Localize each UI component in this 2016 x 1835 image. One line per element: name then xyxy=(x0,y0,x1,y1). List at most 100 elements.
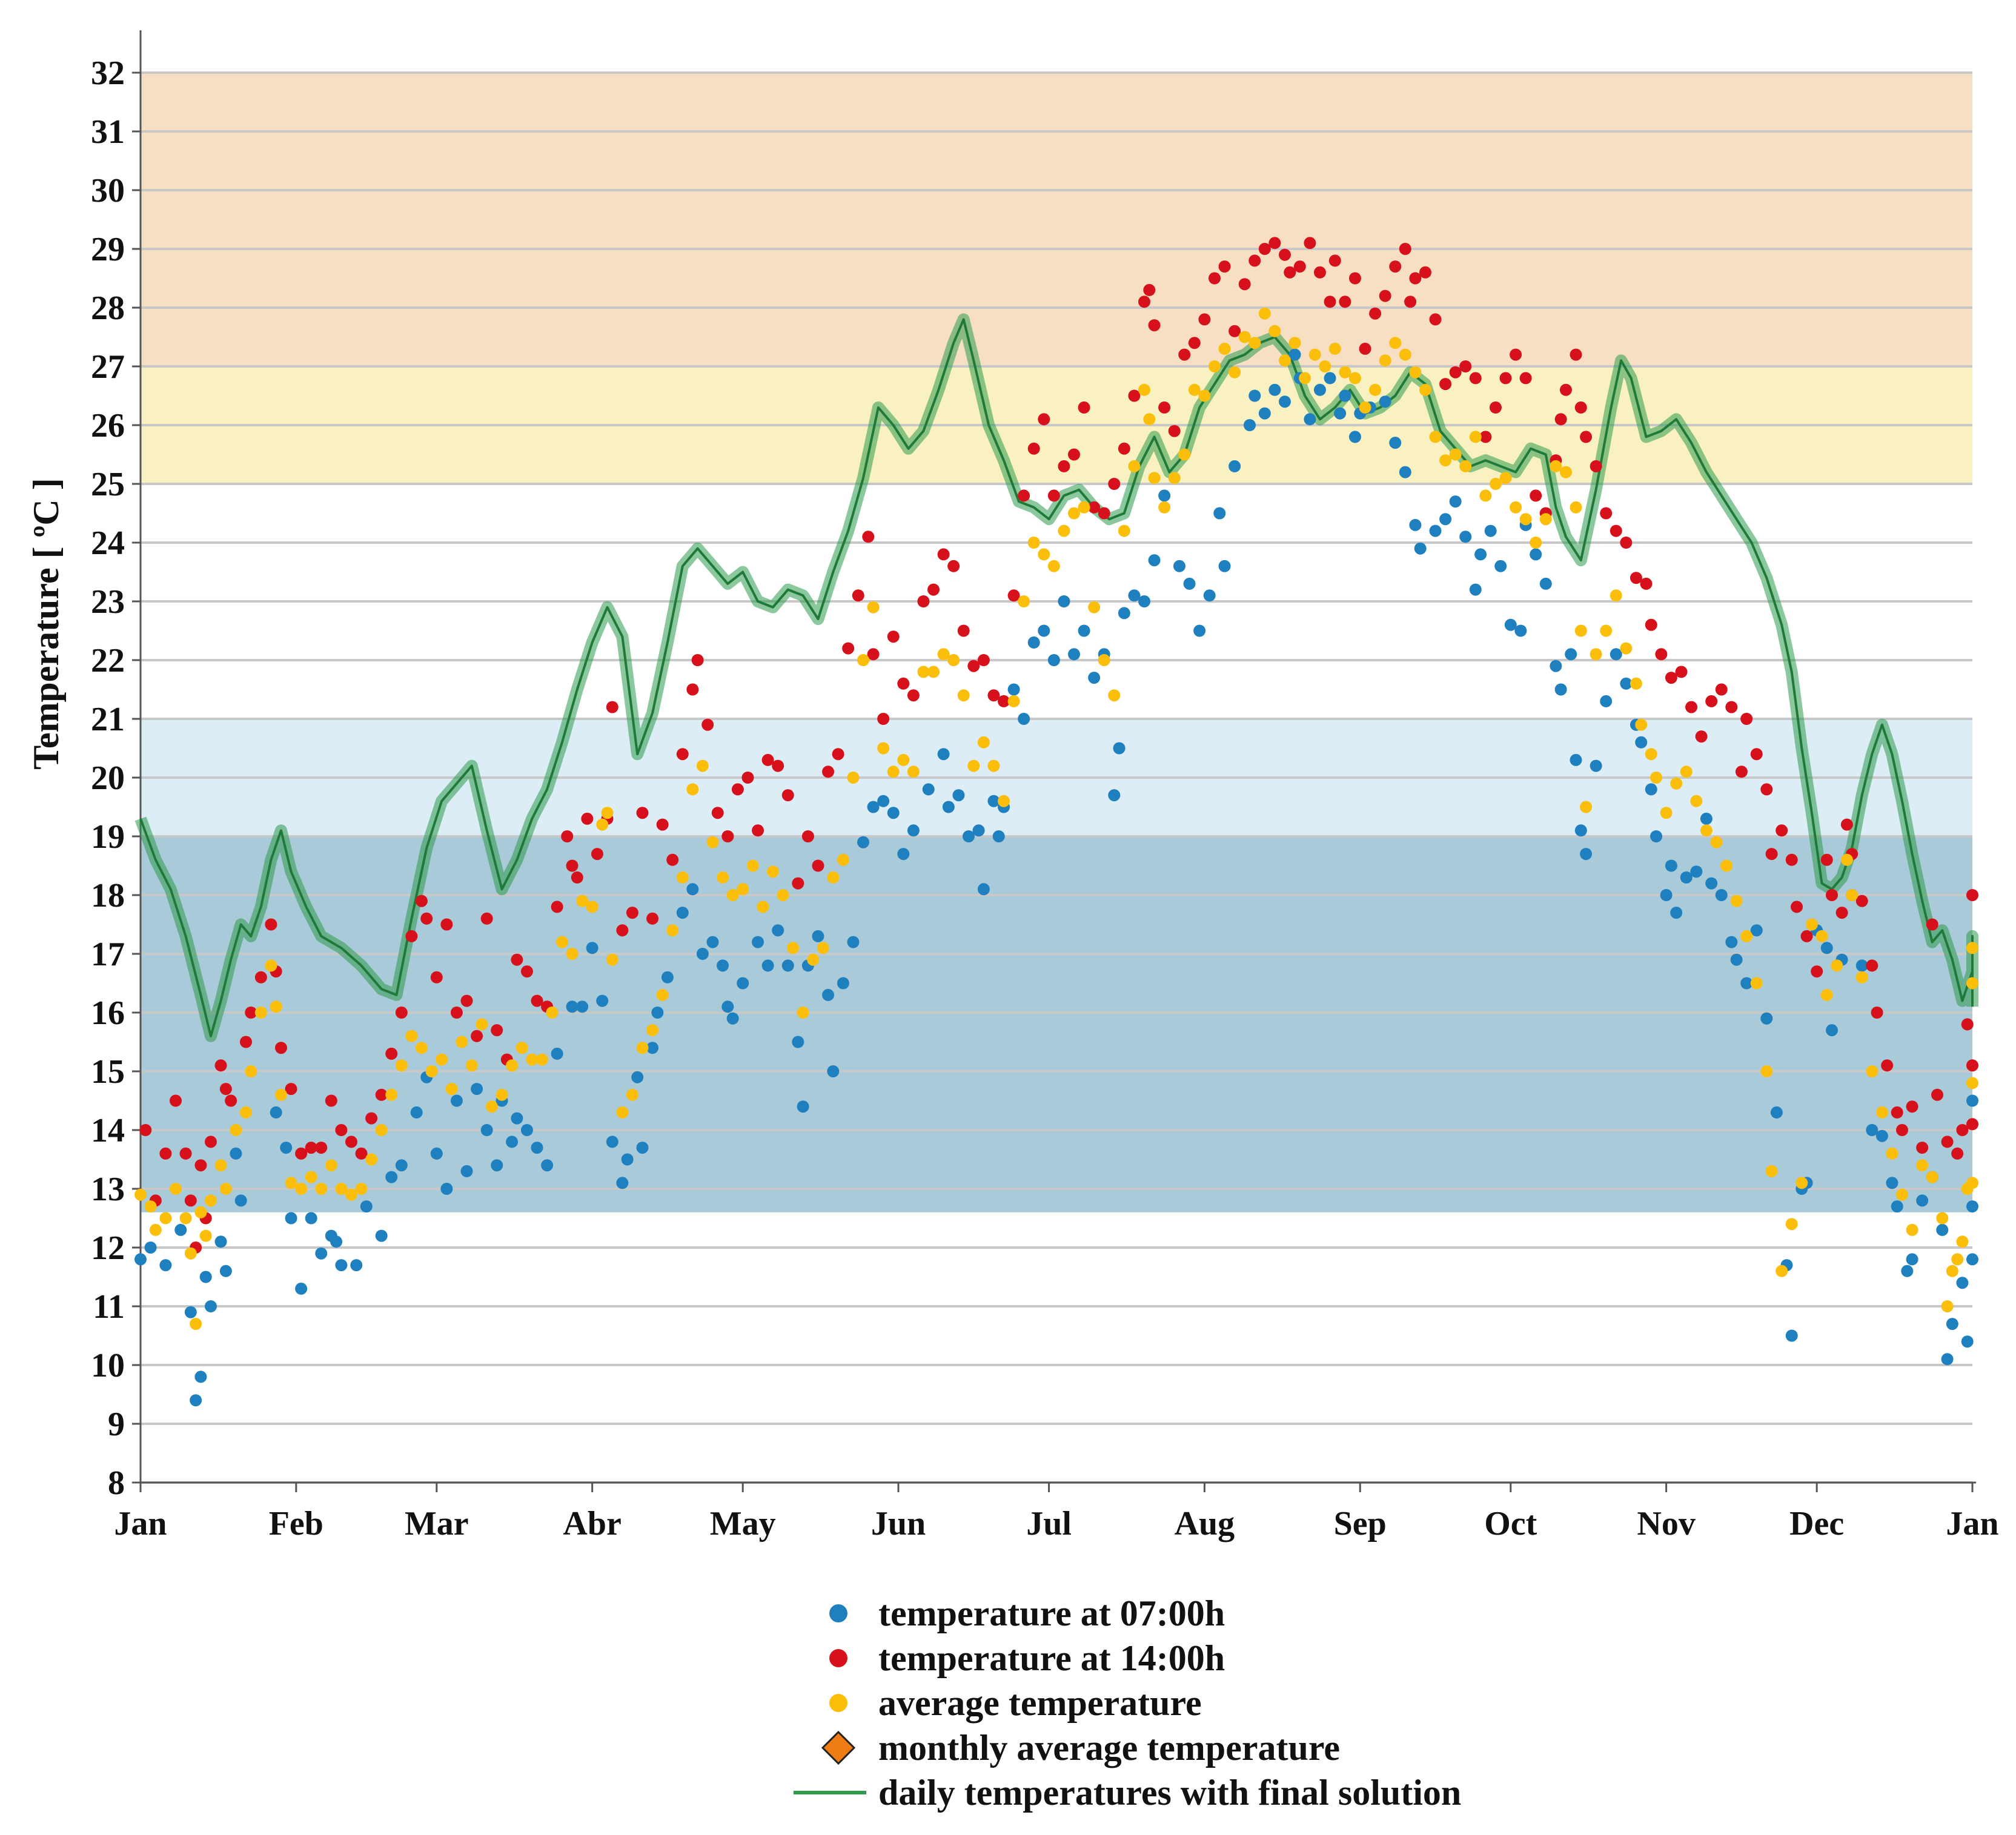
x-tick-label: Jun xyxy=(871,1505,926,1542)
point-temperature-at-07-00h xyxy=(440,1183,453,1195)
point-temperature-at-14-00h xyxy=(1304,237,1316,250)
point-temperature-at-07-00h xyxy=(942,801,955,813)
point-average-temperature xyxy=(285,1177,297,1189)
y-tick-label: 14 xyxy=(91,1112,125,1149)
point-temperature-at-14-00h xyxy=(1735,765,1748,778)
point-temperature-at-07-00h xyxy=(1218,560,1231,572)
point-average-temperature xyxy=(947,654,960,666)
legend-marker xyxy=(829,1649,847,1667)
point-average-temperature xyxy=(456,1036,468,1048)
point-temperature-at-14-00h xyxy=(460,994,473,1007)
point-average-temperature xyxy=(159,1212,172,1225)
point-temperature-at-14-00h xyxy=(1871,1007,1883,1019)
point-temperature-at-07-00h xyxy=(1088,672,1101,684)
point-average-temperature xyxy=(476,1018,488,1031)
point-temperature-at-07-00h xyxy=(1067,648,1080,661)
y-tick-label: 27 xyxy=(91,348,125,386)
point-temperature-at-14-00h xyxy=(731,783,744,796)
point-temperature-at-07-00h xyxy=(1635,736,1648,749)
point-average-temperature xyxy=(1740,930,1753,942)
point-temperature-at-07-00h xyxy=(511,1112,523,1125)
point-temperature-at-14-00h xyxy=(867,648,880,661)
point-average-temperature xyxy=(967,759,980,772)
point-average-temperature xyxy=(1379,354,1391,367)
point-temperature-at-14-00h xyxy=(1630,572,1642,584)
point-temperature-at-07-00h xyxy=(661,971,674,984)
point-average-temperature xyxy=(305,1171,317,1183)
point-temperature-at-14-00h xyxy=(1695,730,1708,743)
point-temperature-at-14-00h xyxy=(1620,537,1633,549)
point-temperature-at-14-00h xyxy=(285,1083,297,1096)
point-average-temperature xyxy=(1600,624,1613,637)
y-tick-label: 25 xyxy=(91,466,125,503)
point-temperature-at-07-00h xyxy=(1886,1177,1898,1189)
point-temperature-at-14-00h xyxy=(1238,278,1251,291)
point-temperature-at-07-00h xyxy=(1278,395,1291,408)
point-average-temperature xyxy=(977,736,990,749)
point-temperature-at-07-00h xyxy=(430,1147,443,1160)
point-temperature-at-14-00h xyxy=(1007,589,1020,602)
point-temperature-at-07-00h xyxy=(1118,607,1130,620)
point-temperature-at-14-00h xyxy=(561,830,574,842)
point-average-temperature xyxy=(807,953,820,966)
point-average-temperature xyxy=(1038,548,1050,561)
point-average-temperature xyxy=(998,795,1010,807)
point-temperature-at-07-00h xyxy=(1339,389,1351,402)
point-average-temperature xyxy=(1218,342,1231,355)
point-temperature-at-14-00h xyxy=(676,748,689,761)
point-average-temperature xyxy=(797,1007,809,1019)
point-temperature-at-14-00h xyxy=(1791,901,1803,913)
point-average-temperature xyxy=(1278,354,1291,367)
point-average-temperature xyxy=(1143,413,1156,426)
point-temperature-at-14-00h xyxy=(1278,248,1291,261)
point-temperature-at-14-00h xyxy=(1429,313,1442,326)
point-temperature-at-07-00h xyxy=(159,1259,172,1272)
point-temperature-at-07-00h xyxy=(1148,554,1161,567)
point-average-temperature xyxy=(867,601,880,613)
point-average-temperature xyxy=(616,1106,629,1119)
x-tick-label: Jan xyxy=(1946,1505,1998,1542)
point-average-temperature xyxy=(1299,372,1311,385)
point-temperature-at-14-00h xyxy=(842,642,855,655)
point-average-temperature xyxy=(1570,501,1582,514)
point-temperature-at-07-00h xyxy=(1027,636,1040,649)
point-average-temperature xyxy=(465,1059,478,1072)
point-average-temperature xyxy=(1469,431,1482,443)
point-temperature-at-14-00h xyxy=(937,548,950,561)
point-average-temperature xyxy=(737,883,749,896)
point-temperature-at-07-00h xyxy=(822,988,835,1001)
point-temperature-at-07-00h xyxy=(1414,542,1427,555)
point-average-temperature xyxy=(1610,589,1622,602)
point-temperature-at-07-00h xyxy=(887,807,900,819)
point-temperature-at-07-00h xyxy=(1313,383,1326,396)
point-temperature-at-07-00h xyxy=(1966,1200,1978,1213)
point-average-temperature xyxy=(566,948,579,960)
point-average-temperature xyxy=(666,924,679,937)
point-temperature-at-07-00h xyxy=(1304,413,1316,426)
point-temperature-at-07-00h xyxy=(1966,1094,1978,1107)
point-temperature-at-07-00h xyxy=(295,1282,308,1295)
point-temperature-at-14-00h xyxy=(551,901,563,913)
point-average-temperature xyxy=(1489,478,1502,490)
point-temperature-at-14-00h xyxy=(405,930,418,942)
point-average-temperature xyxy=(1108,689,1121,702)
point-average-temperature xyxy=(1158,501,1171,514)
point-temperature-at-07-00h xyxy=(480,1124,493,1136)
point-average-temperature xyxy=(1896,1188,1909,1201)
point-average-temperature xyxy=(987,759,1000,772)
point-temperature-at-07-00h xyxy=(410,1106,423,1119)
point-temperature-at-07-00h xyxy=(1078,624,1090,637)
point-average-temperature xyxy=(817,942,829,954)
point-temperature-at-14-00h xyxy=(1228,325,1241,337)
point-temperature-at-07-00h xyxy=(1725,936,1738,948)
point-temperature-at-14-00h xyxy=(1284,266,1296,279)
point-average-temperature xyxy=(1328,342,1341,355)
point-temperature-at-14-00h xyxy=(1530,489,1542,502)
legend-marker-diamond xyxy=(821,1730,856,1765)
point-average-temperature xyxy=(676,871,689,884)
point-average-temperature xyxy=(536,1053,548,1066)
point-temperature-at-14-00h xyxy=(852,589,864,602)
point-average-temperature xyxy=(526,1053,539,1066)
point-temperature-at-07-00h xyxy=(1409,518,1422,531)
point-temperature-at-07-00h xyxy=(1645,783,1657,796)
